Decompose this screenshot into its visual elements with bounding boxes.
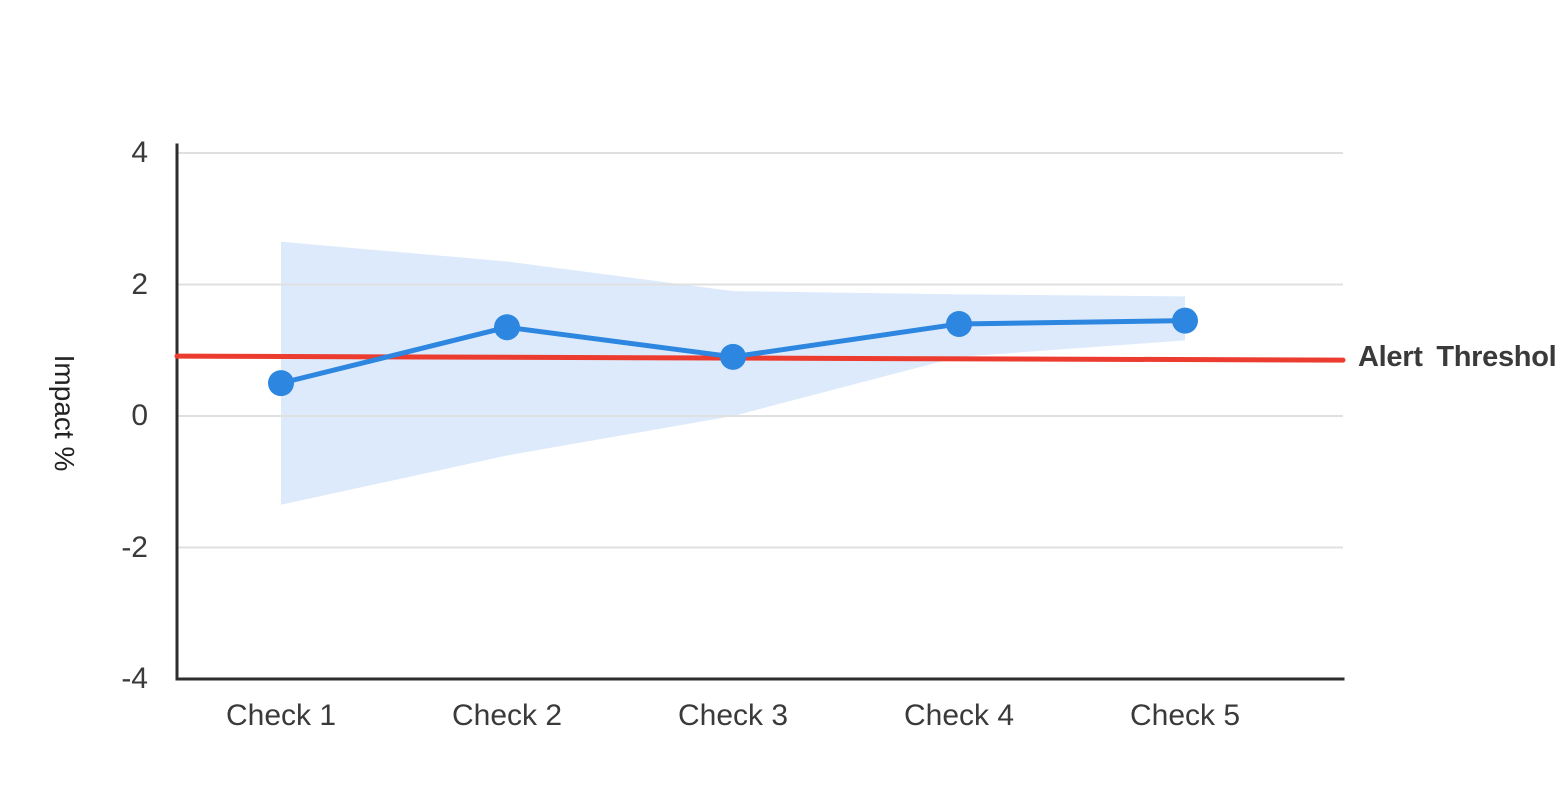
- confidence-band: [281, 241, 1185, 505]
- data-point-check-3[interactable]: [720, 343, 746, 370]
- data-point-check-2[interactable]: [494, 314, 520, 341]
- y-tick-label: 2: [131, 267, 148, 301]
- y-tick-label: 0: [131, 399, 148, 432]
- data-point-check-1[interactable]: [268, 370, 294, 397]
- y-tick-label: 4: [131, 136, 148, 169]
- threshold-label: Alert Threshold: [1358, 341, 1556, 373]
- x-tick-label: Check 2: [451, 699, 563, 732]
- y-tick-label: -2: [121, 530, 148, 564]
- y-tick-label: -4: [121, 662, 148, 695]
- data-point-check-4[interactable]: [946, 310, 972, 337]
- x-tick-label: Check 1: [225, 699, 337, 732]
- y-axis-title: Impact %: [49, 354, 80, 472]
- x-tick-label: Check 5: [1129, 699, 1241, 732]
- x-tick-label: Check 4: [903, 699, 1015, 732]
- x-tick-label: Check 3: [677, 699, 789, 732]
- threshold-line: [174, 353, 1346, 363]
- data-point-check-5[interactable]: [1172, 307, 1198, 334]
